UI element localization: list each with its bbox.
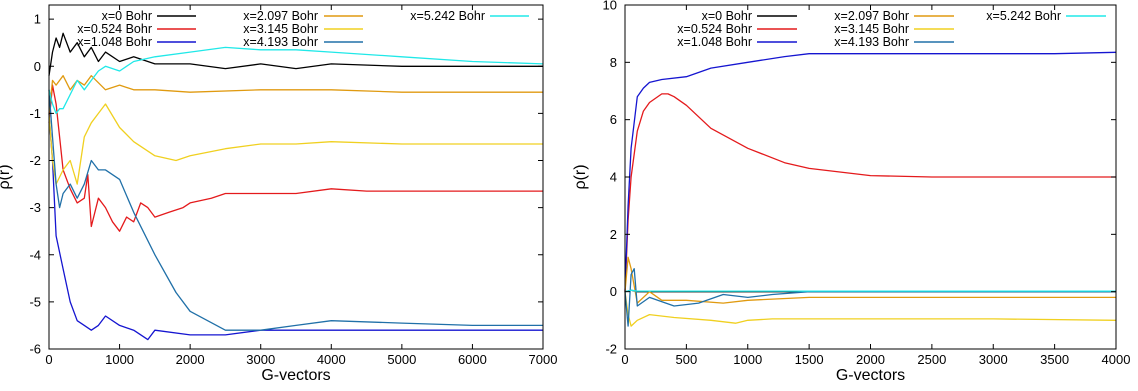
y-tick-label: 6: [610, 112, 617, 127]
x-axis-label: G-vectors: [836, 367, 905, 384]
y-tick-label: -4: [29, 247, 41, 262]
y-tick-label: 2: [610, 227, 617, 242]
legend-label-x-4-193-bohr: x=4.193 Bohr: [243, 35, 318, 49]
x-tick-label: 1000: [733, 352, 762, 367]
x-tick-label: 1000: [105, 352, 134, 367]
series-line-x-5-242-bohr: [624, 289, 1116, 293]
legend-label-x-0-bohr: x=0 Bohr: [702, 9, 752, 23]
x-tick-label: 6000: [458, 352, 487, 367]
y-tick-label: 8: [610, 55, 617, 70]
x-tick-label: 1500: [795, 352, 824, 367]
legend-label-x-1-048-bohr: x=1.048 Bohr: [677, 35, 752, 49]
legend-label-x-3-145-bohr: x=3.145 Bohr: [834, 22, 909, 36]
x-tick-label: 4000: [317, 352, 346, 367]
chart-right: 0 500 1000 1500 2000 2500 3000 3500 4000 -2 0 2 4 6 8 1…: [572, 0, 1131, 384]
legend-label-x-2-097-bohr: x=2.097 Bohr: [243, 9, 318, 23]
legend-label-x-4-193-bohr: x=4.193 Bohr: [834, 35, 909, 49]
x-tick-label: 500: [676, 352, 698, 367]
x-tick-label: 0: [621, 352, 628, 367]
chart-left: 0 1000 2000 3000 4000 5000 6000 7000 -6 -5 -4 -3 -2 -…: [0, 4, 558, 384]
x-tick-label: 7000: [529, 352, 558, 367]
series-line-x-3-145-bohr: [624, 291, 1117, 327]
series-line-x-2-097-bohr: [624, 256, 1116, 304]
series-line-x-0-524-bohr: [48, 84, 543, 232]
x-tick-label: 3000: [979, 352, 1008, 367]
y-tick-label: 1: [34, 12, 41, 27]
y-tick-label: 10: [603, 0, 617, 13]
x-axis-label: G-vectors: [261, 367, 330, 384]
y-tick-label: -1: [29, 106, 41, 121]
x-tick-label: 3000: [246, 352, 275, 367]
y-tick-label: -5: [29, 294, 41, 309]
legend-label-x-3-145-bohr: x=3.145 Bohr: [243, 22, 318, 36]
x-tick-label: 2500: [917, 352, 946, 367]
x-tick-label: 3500: [1040, 352, 1069, 367]
legend-label-x-5-242-bohr: x=5.242 Bohr: [410, 9, 485, 23]
plot-frame: [48, 4, 544, 350]
x-tick-label: 4000: [1102, 352, 1131, 367]
legend-label-x-2-097-bohr: x=2.097 Bohr: [834, 9, 909, 23]
legend-label-x-1-048-bohr: x=1.048 Bohr: [77, 35, 152, 49]
y-axis-label: ρ(r): [572, 164, 589, 189]
x-tick-label: 0: [45, 352, 52, 367]
x-tick-label: 5000: [387, 352, 416, 367]
legend-label-x-0-524-bohr: x=0.524 Bohr: [77, 22, 152, 36]
legend-label-x-0-524-bohr: x=0.524 Bohr: [677, 22, 752, 36]
y-tick-label: -3: [29, 200, 41, 215]
series-line-x-2-097-bohr: [48, 75, 543, 114]
series-line-x-1-048-bohr: [48, 113, 543, 341]
y-tick-label: -6: [29, 342, 41, 357]
series-line-x-4-193-bohr: [48, 89, 543, 331]
series-line-x-0-bohr: [48, 32, 543, 76]
x-tick-label: 2000: [856, 352, 885, 367]
series-line-x-5-242-bohr: [48, 46, 544, 115]
series-line-x-3-145-bohr: [48, 103, 543, 185]
y-tick-label: -2: [605, 342, 617, 357]
legend-label-x-0-bohr: x=0 Bohr: [102, 9, 152, 23]
legend-label-x-5-242-bohr: x=5.242 Bohr: [986, 9, 1061, 23]
y-tick-label: 4: [610, 170, 617, 185]
y-tick-label: 0: [34, 59, 41, 74]
y-tick-label: -2: [29, 153, 41, 168]
x-tick-label: 2000: [176, 352, 205, 367]
series-line-x-0-524-bohr: [624, 93, 1116, 292]
series-line-x-1-048-bohr: [624, 51, 1117, 292]
y-axis-label: ρ(r): [0, 164, 13, 189]
y-tick-label: 0: [610, 284, 617, 299]
